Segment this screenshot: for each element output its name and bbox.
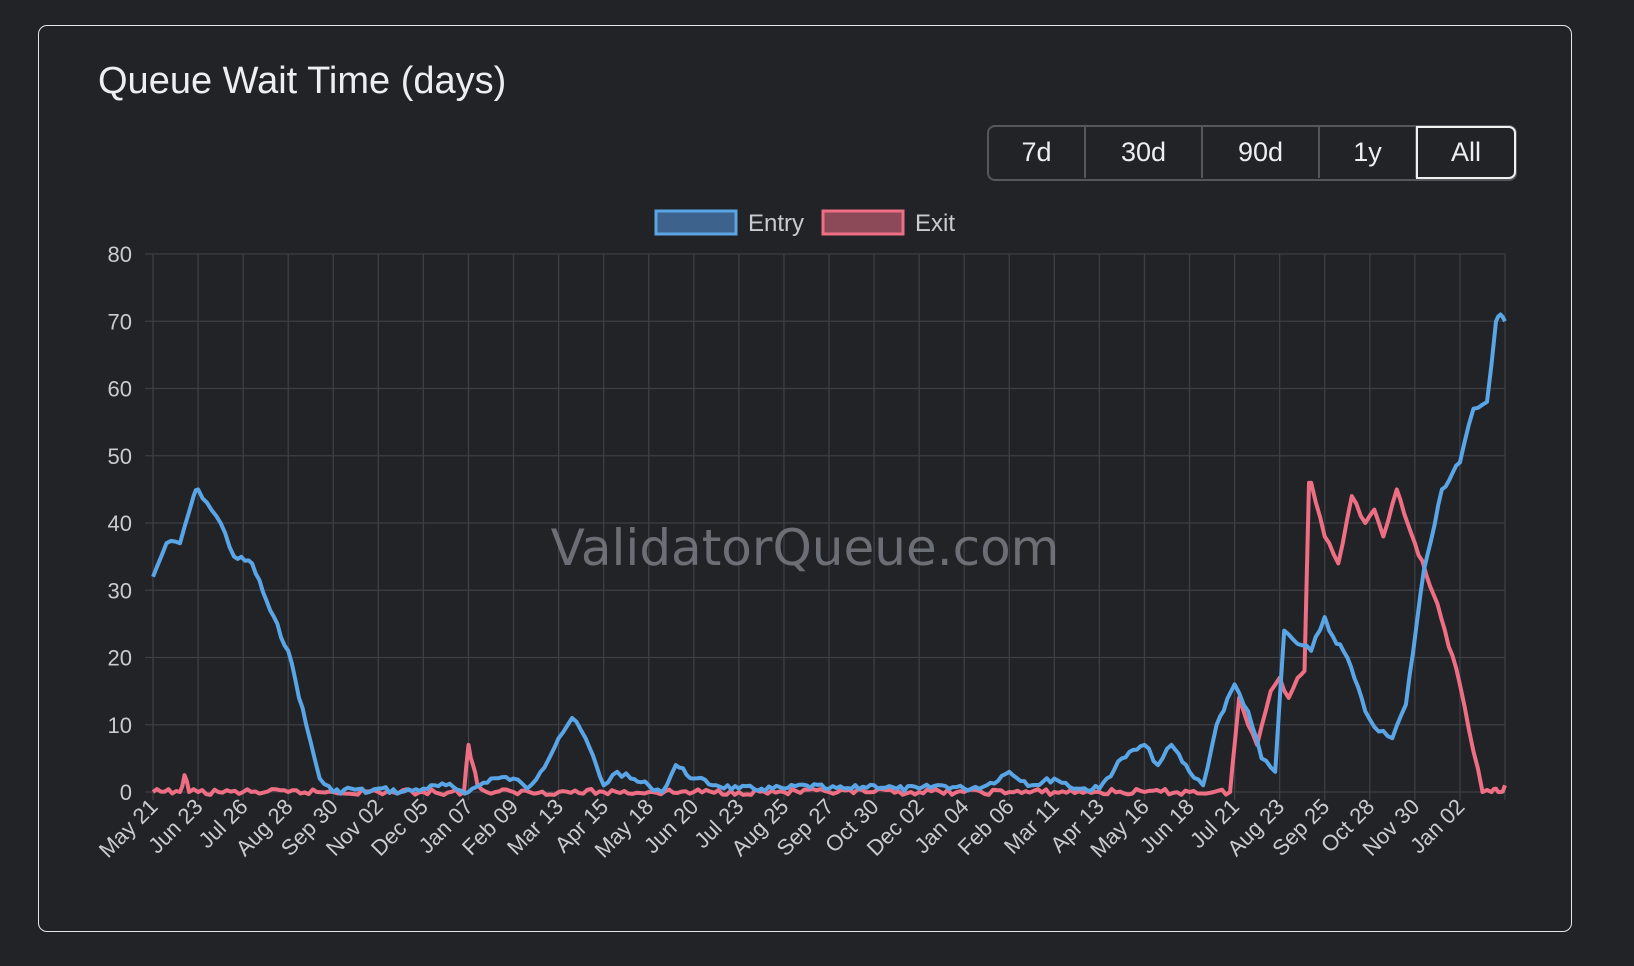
time-range-selector: 7d 30d 90d 1y All [987, 125, 1517, 181]
grid [145, 253, 1506, 800]
chart-legend: Entry Exit [654, 209, 955, 237]
range-1y-button[interactable]: 1y [1320, 127, 1417, 178]
y-tick-label: 10 [108, 713, 132, 738]
range-90d-button[interactable]: 90d [1203, 127, 1320, 178]
chart-card: Queue Wait Time (days) 7d 30d 90d 1y All [38, 25, 1572, 932]
y-tick-label: 60 [108, 377, 132, 402]
series-line-entry [151, 312, 1507, 796]
y-tick-label: 70 [108, 309, 132, 334]
chart-title: Queue Wait Time (days) [98, 60, 507, 102]
y-tick-label: 40 [108, 511, 132, 536]
range-all-button[interactable]: All [1416, 126, 1516, 179]
series-line-exit [151, 480, 1507, 797]
series [151, 312, 1507, 797]
legend-swatch-exit [821, 209, 905, 236]
legend-item-exit[interactable]: Exit [821, 209, 955, 237]
legend-item-entry[interactable]: Entry [654, 209, 804, 237]
legend-label-exit: Exit [915, 210, 955, 237]
y-tick-label: 20 [108, 646, 132, 671]
legend-label-entry: Entry [748, 210, 804, 237]
range-30d-button[interactable]: 30d [1086, 127, 1203, 178]
y-axis-ticks: 0 10 20 30 40 50 60 70 80 [108, 242, 132, 805]
watermark-text: ValidatorQueue.com [551, 519, 1060, 577]
y-tick-label: 30 [108, 578, 132, 603]
y-tick-label: 80 [108, 242, 132, 267]
legend-swatch-entry [654, 209, 738, 236]
range-7d-button[interactable]: 7d [989, 127, 1086, 178]
y-tick-label: 50 [108, 444, 132, 469]
y-tick-label: 0 [120, 780, 132, 805]
